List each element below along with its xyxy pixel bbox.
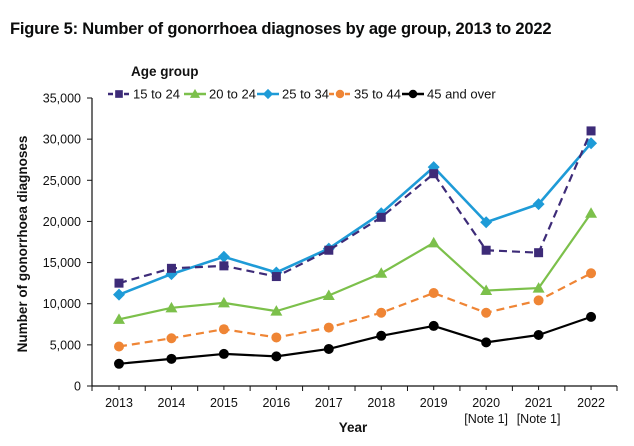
- data-point: [429, 169, 439, 179]
- data-point: [271, 332, 282, 343]
- chart-title: Figure 5: Number of gonorrhoea diagnoses…: [10, 20, 552, 38]
- data-point: [481, 307, 492, 318]
- data-point: [113, 288, 125, 301]
- data-point: [586, 126, 596, 136]
- legend-title: Age group: [131, 64, 199, 79]
- data-point: [218, 348, 229, 359]
- data-point: [480, 284, 493, 296]
- y-tick-label: 0: [74, 380, 81, 394]
- x-tick-note: [Note 1]: [517, 412, 561, 426]
- y-tick-label: 35,000: [43, 92, 81, 106]
- legend-label: 20 to 24: [209, 87, 256, 102]
- data-point: [532, 198, 545, 211]
- y-tick-label: 25,000: [43, 174, 81, 188]
- x-tick-label: 2019: [420, 396, 448, 410]
- data-point: [218, 324, 229, 335]
- x-tick-label: 2014: [158, 396, 186, 410]
- x-tick-label: 2022: [577, 396, 605, 410]
- data-point: [114, 278, 124, 288]
- legend-label: 45 and over: [427, 87, 496, 102]
- y-tick-label: 20,000: [43, 215, 81, 229]
- data-point: [585, 207, 598, 218]
- legend-item: 15 to 24: [108, 87, 180, 102]
- data-point: [481, 337, 492, 348]
- legend-marker: [189, 88, 201, 98]
- y-tick-label: 5,000: [50, 338, 81, 352]
- series-line: [118, 130, 593, 285]
- data-point: [532, 282, 545, 293]
- series-45-and-over: [114, 311, 597, 369]
- legend-marker: [262, 88, 274, 100]
- data-point: [217, 250, 230, 263]
- data-point: [586, 268, 597, 279]
- legend-label: 35 to 44: [354, 87, 401, 102]
- legend-label: 25 to 34: [282, 87, 329, 102]
- legend-item: 35 to 44: [329, 87, 401, 102]
- series-35-to-44: [114, 268, 597, 352]
- data-point: [376, 212, 386, 222]
- legend-marker: [115, 90, 123, 98]
- data-point: [323, 322, 334, 333]
- data-point: [271, 351, 282, 362]
- data-point: [322, 289, 335, 300]
- data-point: [428, 320, 439, 331]
- data-point: [165, 301, 178, 313]
- y-tick-label: 15,000: [43, 256, 81, 270]
- data-point: [375, 267, 388, 278]
- series-25-to-34: [113, 137, 598, 301]
- data-point: [428, 288, 439, 299]
- data-point: [114, 358, 124, 369]
- legend-item: 25 to 34: [257, 87, 329, 102]
- data-point: [376, 307, 387, 318]
- x-tick-label: 2021: [525, 396, 553, 410]
- data-point: [534, 248, 544, 258]
- data-point: [324, 245, 334, 255]
- legend: Age group 15 to 24 20 to 24 25 to 34 35 to 4…: [108, 64, 496, 102]
- series-layer: [113, 126, 598, 369]
- legend-item: 45 and over: [402, 87, 496, 102]
- data-point: [217, 296, 230, 308]
- data-point: [481, 245, 491, 255]
- x-tick-label: 2020: [472, 396, 500, 410]
- x-tick-label: 2017: [315, 396, 343, 410]
- data-point: [113, 313, 125, 324]
- data-point: [219, 261, 229, 271]
- data-point: [166, 263, 176, 273]
- series-15-to-24: [114, 126, 596, 288]
- data-point: [480, 216, 493, 229]
- data-point: [533, 295, 544, 306]
- data-point: [166, 333, 177, 344]
- data-point: [271, 272, 281, 282]
- series-line: [118, 212, 592, 321]
- data-point: [166, 353, 177, 364]
- x-tick-note: [Note 1]: [464, 412, 508, 426]
- data-point: [323, 343, 334, 354]
- series-20-to-24: [113, 207, 598, 324]
- data-point: [114, 341, 124, 352]
- data-point: [586, 311, 597, 322]
- y-tick-label: 30,000: [43, 133, 81, 147]
- legend-marker: [335, 89, 345, 99]
- x-tick-label: 2018: [367, 396, 395, 410]
- x-tick-label: 2015: [210, 396, 238, 410]
- x-tick-label: 2013: [105, 396, 133, 410]
- legend-item: 20 to 24: [184, 87, 256, 102]
- y-axis-title: Number of gonorrhoea diagnoses: [15, 136, 30, 353]
- data-point: [270, 305, 283, 316]
- legend-label: 15 to 24: [133, 87, 180, 102]
- data-point: [376, 330, 387, 341]
- series-line: [118, 315, 592, 365]
- series-line: [118, 142, 593, 296]
- data-point: [533, 329, 544, 340]
- data-point: [427, 236, 440, 248]
- x-tick-label: 2016: [262, 396, 290, 410]
- x-axis-title: Year: [339, 420, 368, 435]
- y-tick-label: 10,000: [43, 297, 81, 311]
- series-line: [118, 272, 592, 348]
- legend-marker: [408, 89, 418, 99]
- axes: 0 5,000 10,000 15,000 20,000 25,000 30,000 35,0…: [43, 92, 618, 426]
